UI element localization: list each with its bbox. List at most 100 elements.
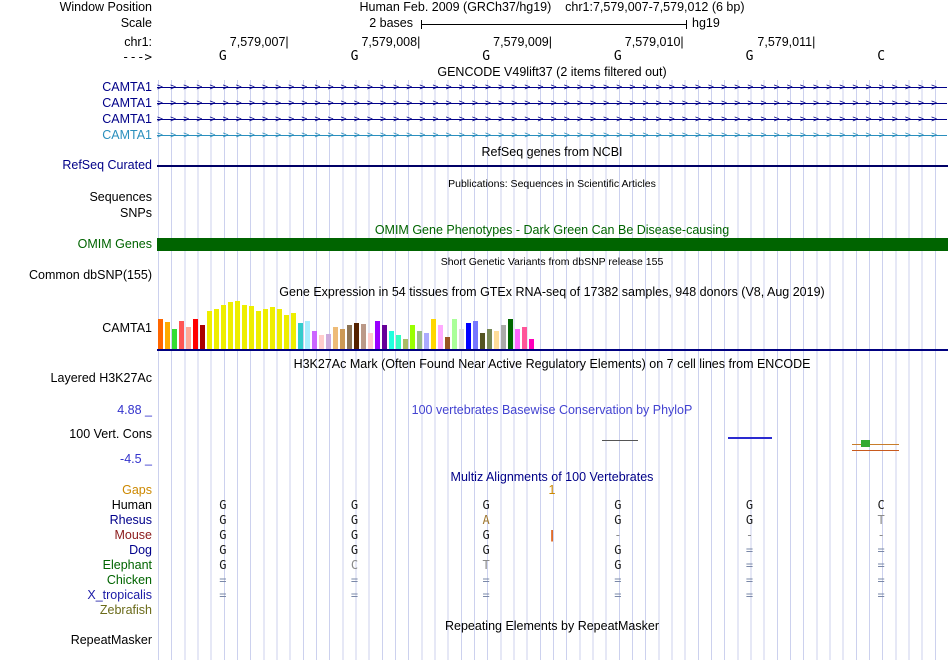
gtex-tissue-bar bbox=[508, 319, 513, 349]
gtex-tissue-bar bbox=[242, 305, 247, 349]
gtex-tissue-bar bbox=[214, 309, 219, 349]
track-label-camta1[interactable]: CAMTA1 bbox=[102, 96, 152, 110]
track-label-omim-genes[interactable]: OMIM Genes bbox=[77, 237, 152, 251]
alignment-base: G bbox=[350, 513, 359, 527]
alignment-base: = bbox=[614, 588, 622, 602]
track-label-gaps[interactable]: Gaps bbox=[122, 483, 152, 497]
gene-transcript-camta1[interactable]: >>>>>>>>>>>>>>>>>>>>>>>>>>>>>>>>>>>>>>>>… bbox=[157, 97, 947, 110]
gtex-tissue-bar bbox=[200, 325, 205, 349]
ruler-coordinate: 7,579,010| bbox=[624, 35, 684, 49]
refseq-gene-line[interactable] bbox=[157, 165, 948, 167]
gtex-tissue-bar bbox=[529, 339, 534, 349]
gtex-tissue-bar bbox=[326, 334, 331, 349]
gtex-tissue-bar bbox=[277, 309, 282, 349]
alignment-base: G bbox=[745, 498, 754, 512]
scale-label: Scale bbox=[120, 16, 152, 30]
dbsnp-title: Short Genetic Variants from dbSNP releas… bbox=[440, 256, 664, 268]
transcript-direction-arrows: >>>>>>>>>>>>>>>>>>>>>>>>>>>>>>>>>>>>>>>>… bbox=[157, 130, 945, 141]
gtex-tissue-bar bbox=[165, 322, 170, 349]
species-label-elephant[interactable]: Elephant bbox=[102, 558, 152, 572]
alignment-base: A bbox=[482, 513, 490, 527]
species-label-dog[interactable]: Dog bbox=[129, 543, 152, 557]
gtex-tissue-bar bbox=[431, 319, 436, 349]
alignment-base: C bbox=[877, 498, 885, 512]
track-label-camta1[interactable]: CAMTA1 bbox=[102, 80, 152, 94]
strand-label: ---> bbox=[121, 49, 152, 64]
reference-base: G bbox=[350, 49, 359, 64]
track-label-snps[interactable]: SNPs bbox=[120, 206, 152, 220]
gtex-tissue-bar bbox=[249, 306, 254, 349]
phylop-score-mark bbox=[852, 450, 899, 451]
alignment-base: G bbox=[219, 558, 227, 572]
reference-base: C bbox=[877, 49, 886, 64]
alignment-base: G bbox=[745, 513, 754, 527]
gene-transcript-camta1[interactable]: >>>>>>>>>>>>>>>>>>>>>>>>>>>>>>>>>>>>>>>>… bbox=[157, 129, 947, 142]
track-label-h3k27ac[interactable]: Layered H3K27Ac bbox=[50, 371, 152, 385]
gtex-tissue-bar bbox=[319, 335, 324, 349]
track-label-100-vert-cons[interactable]: 100 Vert. Cons bbox=[69, 427, 152, 441]
transcript-direction-arrows: >>>>>>>>>>>>>>>>>>>>>>>>>>>>>>>>>>>>>>>>… bbox=[157, 82, 945, 93]
track-label-refseq-curated[interactable]: RefSeq Curated bbox=[62, 158, 152, 172]
alignment-base: T bbox=[877, 513, 885, 527]
gtex-tissue-bar bbox=[452, 319, 457, 349]
alignment-base: G bbox=[219, 543, 227, 557]
omim-gene-bar[interactable] bbox=[157, 238, 948, 251]
h3k27ac-title: H3K27Ac Mark (Often Found Near Active Re… bbox=[293, 357, 811, 371]
track-label-camta1[interactable]: CAMTA1 bbox=[102, 128, 152, 142]
track-label-repeatmasker[interactable]: RepeatMasker bbox=[70, 633, 152, 647]
gene-transcript-camta1[interactable]: >>>>>>>>>>>>>>>>>>>>>>>>>>>>>>>>>>>>>>>>… bbox=[157, 81, 947, 94]
multiz-title: Multiz Alignments of 100 Vertebrates bbox=[450, 470, 654, 484]
gtex-tissue-bar bbox=[466, 323, 471, 349]
gtex-tissue-bar bbox=[368, 333, 373, 349]
omim-title: OMIM Gene Phenotypes - Dark Green Can Be… bbox=[374, 223, 730, 237]
alignment-base: = bbox=[877, 573, 885, 587]
track-label-common-dbsnp[interactable]: Common dbSNP(155) bbox=[29, 268, 152, 282]
insertion-marker: | bbox=[550, 528, 554, 542]
gtex-tissue-bar bbox=[473, 321, 478, 349]
phylop-title: 100 vertebrates Basewise Conservation by… bbox=[411, 403, 693, 417]
gtex-tissue-bar bbox=[172, 329, 177, 349]
gencode-title: GENCODE V49lift37 (2 items filtered out) bbox=[437, 65, 667, 79]
alignment-base: G bbox=[614, 558, 622, 572]
base-position-gridlines bbox=[158, 80, 948, 660]
reference-base: G bbox=[745, 49, 754, 64]
gtex-tissue-bar bbox=[235, 301, 240, 349]
species-label-zebrafish[interactable]: Zebrafish bbox=[99, 603, 152, 617]
alignment-base: - bbox=[745, 528, 754, 542]
alignment-base: G bbox=[350, 498, 359, 512]
species-label-mouse[interactable]: Mouse bbox=[114, 528, 152, 542]
alignment-base: = bbox=[745, 573, 754, 587]
alignment-base: G bbox=[482, 498, 490, 512]
gtex-tissue-bar bbox=[396, 335, 401, 349]
alignment-base: G bbox=[350, 543, 359, 557]
track-label-sequences[interactable]: Sequences bbox=[89, 190, 152, 204]
gtex-tissue-bar bbox=[186, 327, 191, 349]
gtex-tissue-bar bbox=[333, 327, 338, 349]
alignment-base: = bbox=[482, 573, 490, 587]
gtex-tissue-bar bbox=[487, 329, 492, 349]
multiz-gap-count: 1 bbox=[548, 483, 556, 497]
species-label-human[interactable]: Human bbox=[111, 498, 152, 512]
gtex-tissue-bar bbox=[256, 311, 261, 349]
species-label-rhesus[interactable]: Rhesus bbox=[109, 513, 152, 527]
transcript-direction-arrows: >>>>>>>>>>>>>>>>>>>>>>>>>>>>>>>>>>>>>>>>… bbox=[157, 114, 945, 125]
alignment-base: G bbox=[614, 513, 622, 527]
track-label-camta1[interactable]: CAMTA1 bbox=[102, 112, 152, 126]
gtex-tissue-bar bbox=[445, 337, 450, 349]
alignment-base: G bbox=[482, 543, 490, 557]
assembly-position-title: Human Feb. 2009 (GRCh37/hg19) chr1:7,579… bbox=[359, 0, 745, 14]
gtex-expression-track[interactable] bbox=[157, 300, 948, 349]
species-label-chicken[interactable]: Chicken bbox=[106, 573, 152, 587]
reference-base: G bbox=[482, 49, 491, 64]
alignment-base: G bbox=[219, 528, 227, 542]
gtex-tissue-bar bbox=[207, 311, 212, 349]
scale-genome-label: hg19 bbox=[692, 16, 720, 30]
alignment-base: G bbox=[219, 498, 227, 512]
phylop-score-mark bbox=[728, 437, 772, 439]
gtex-tissue-bar bbox=[515, 329, 520, 349]
track-label-gtex-camta1[interactable]: CAMTA1 bbox=[102, 321, 152, 335]
gtex-tissue-bar bbox=[347, 325, 352, 349]
alignment-base: G bbox=[350, 528, 359, 542]
species-label-x_tropicalis[interactable]: X_tropicalis bbox=[87, 588, 152, 602]
gene-transcript-camta1[interactable]: >>>>>>>>>>>>>>>>>>>>>>>>>>>>>>>>>>>>>>>>… bbox=[157, 113, 947, 126]
